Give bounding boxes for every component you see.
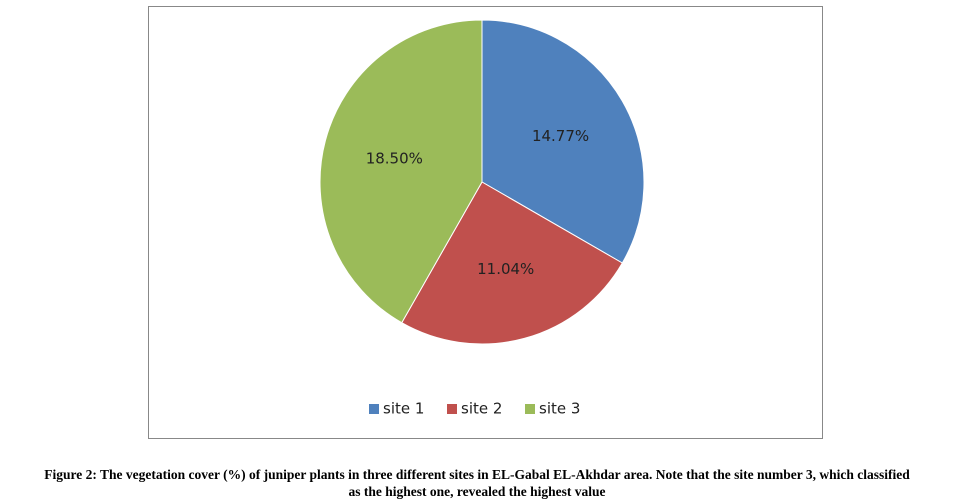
pie-slice [481, 19, 645, 264]
legend-swatch [447, 404, 457, 414]
chart: 14.77% 11.04% 18.50% site 1 site 2 site 3 [148, 6, 823, 439]
legend-label: site 2 [461, 400, 502, 418]
data-label: 11.04% [477, 260, 534, 278]
legend-label: site 3 [539, 400, 580, 418]
legend-swatch [525, 404, 535, 414]
caption: Figure 2: The vegetation cover (%) of ju… [0, 466, 954, 500]
pie-slice [319, 19, 483, 324]
data-label: 14.77% [532, 127, 589, 145]
legend-swatch [369, 404, 379, 414]
caption-text: Figure 2: The vegetation cover (%) of ju… [44, 467, 910, 499]
pie-slice [401, 181, 623, 345]
data-label: 18.50% [366, 149, 423, 167]
legend-label: site 1 [383, 400, 424, 418]
